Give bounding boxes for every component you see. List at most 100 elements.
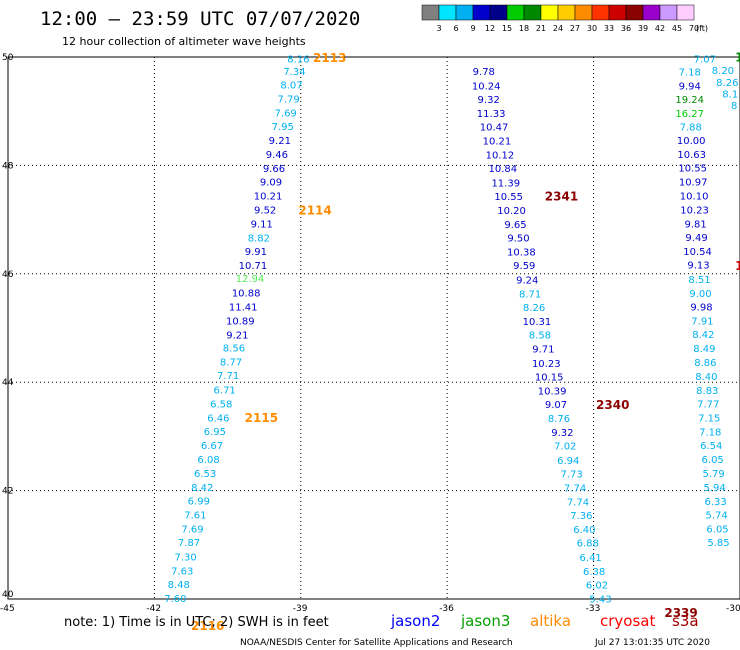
colorbar-unit: (ft) (696, 24, 708, 33)
wave-height-value: 9.13 (687, 261, 709, 272)
colorbar-label: 39 (638, 24, 648, 33)
colorbar-label: 21 (536, 24, 546, 33)
y-tick-label: 42 (2, 487, 13, 497)
satellite-legend: jason2 jason3 altika cryosat s3a (390, 612, 699, 630)
colorbar-swatch (591, 4, 610, 21)
x-axis-ticks: -45 -42 -39 -36 -33 -30 (0, 604, 740, 614)
wave-height-value: 9.07 (545, 400, 567, 411)
grid-lines (8, 57, 740, 599)
colorbar-label: 42 (655, 24, 665, 33)
wave-height-value: 10.21 (483, 137, 512, 148)
wave-height-value: 6.94 (557, 456, 579, 467)
x-tick-label: -39 (293, 604, 308, 614)
colorbar-label: 24 (553, 24, 563, 33)
wave-height-value: 10.23 (680, 205, 709, 216)
wave-height-value: 7.30 (174, 552, 196, 563)
wave-height-value: 9.52 (254, 205, 276, 216)
pass-number-label: 2115 (245, 411, 278, 425)
x-tick-label: -45 (0, 604, 15, 614)
wave-height-value: 5.94 (703, 483, 725, 494)
pass-number-label: 1 (735, 51, 740, 65)
y-tick-label: 50 (2, 53, 14, 63)
wave-height-value: 8.07 (280, 81, 302, 92)
satellite-legend-s3a: s3a (672, 612, 699, 630)
y-axis-ticks: 40 42 44 46 48 50 (2, 53, 14, 600)
satellite-legend-jason2: jason2 (390, 612, 440, 630)
wave-height-value: 10.84 (489, 164, 518, 175)
wave-height-value: 10.23 (532, 359, 561, 370)
colorbar-label: 15 (502, 24, 512, 33)
wave-height-value: 9.65 (504, 220, 526, 231)
colorbar-swatch (421, 4, 440, 21)
wave-height-value: 8.26 (716, 78, 738, 89)
wave-height-value: 8.26 (523, 303, 545, 314)
wave-height-value: 7.07 (694, 55, 716, 66)
wave-height-value: 6.08 (197, 455, 219, 466)
wave-height-value: 8.83 (696, 386, 718, 397)
colorbar-swatch (557, 4, 576, 21)
wave-height-value: 9.21 (269, 136, 291, 147)
colorbar-label: 12 (485, 24, 495, 33)
colorbar-label: 70 (689, 24, 699, 33)
colorbar-swatch (506, 4, 525, 21)
wave-height-value: 12.94 (236, 274, 265, 285)
wave-height-value: 7.73 (561, 469, 583, 480)
footer-note: note: 1) Time is in UTC; 2) SWH is in fe… (64, 615, 329, 630)
wave-height-value: 7.74 (567, 498, 589, 509)
wave-height-value: 10.31 (523, 317, 552, 328)
wave-height-value: 6.38 (583, 567, 605, 578)
colorbar-swatch (455, 4, 474, 21)
colorbar-label: 45 (672, 24, 682, 33)
wave-height-value: 8.58 (529, 331, 551, 342)
wave-height-value: 16.27 (675, 109, 704, 120)
wave-height-value: 8.49 (693, 344, 715, 355)
wave-height-value: 7.34 (283, 67, 305, 78)
wave-height-value: 7.36 (570, 511, 592, 522)
colorbar-label: 3 (436, 24, 441, 33)
colorbar-swatch (489, 4, 508, 21)
wave-height-value: 6.33 (704, 497, 726, 508)
wave-height-value: 7.18 (699, 428, 721, 439)
colorbar-swatch (540, 4, 559, 21)
wave-height-value: 10.15 (535, 372, 564, 383)
pass-number-label: 2116 (191, 619, 224, 633)
colorbar-swatch (472, 4, 491, 21)
wave-height-value: 7.69 (275, 108, 297, 119)
y-tick-label: 40 (2, 590, 14, 600)
wave-height-value: 8.16 (287, 55, 309, 66)
wave-height-value: 8.20 (712, 66, 734, 77)
wave-height-value: 8.56 (223, 344, 245, 355)
wave-height-value: 7.88 (680, 122, 702, 133)
colorbar-label: 18 (519, 24, 529, 33)
wave-height-value: 9.81 (684, 219, 706, 230)
wave-height-value: 6.05 (702, 455, 724, 466)
wave-height-value: 8 (731, 101, 737, 112)
wave-height-value: 9.66 (263, 164, 285, 175)
wave-height-value: 10.55 (494, 192, 523, 203)
wave-height-value: 7.69 (181, 525, 203, 536)
wave-height-value: 8.71 (519, 289, 541, 300)
wave-height-value: 10.00 (677, 136, 706, 147)
wave-height-value: 10.21 (254, 191, 283, 202)
wave-height-value: 7.91 (691, 316, 713, 327)
wave-height-value: 8.76 (548, 414, 570, 425)
wave-height-value: 9.98 (690, 302, 712, 313)
wave-height-value: 8.48 (168, 580, 190, 591)
wave-height-value: 10.20 (497, 206, 526, 217)
pass-labels: 2113 2114 2115 2116 2341 2340 2339 2338 1 1 (191, 51, 740, 650)
wave-height-value: 10.63 (677, 150, 706, 161)
wave-height-value: 7.63 (171, 566, 193, 577)
wave-height-value: 10.24 (472, 81, 501, 92)
footer-credit: NOAA/NESDIS Center for Satellite Applica… (240, 638, 513, 648)
x-tick-label: -42 (146, 604, 161, 614)
wave-height-value: 6.54 (700, 441, 722, 452)
colorbar-label: 33 (604, 24, 614, 33)
wave-height-value: 6.95 (204, 427, 226, 438)
wave-height-value: 7.18 (679, 68, 701, 79)
pass-number-label: 2340 (596, 398, 629, 412)
wave-height-value: 11.39 (491, 178, 520, 189)
wave-height-value: 7.61 (184, 511, 206, 522)
y-tick-label: 44 (2, 378, 14, 388)
wave-height-value: 9.00 (689, 289, 711, 300)
